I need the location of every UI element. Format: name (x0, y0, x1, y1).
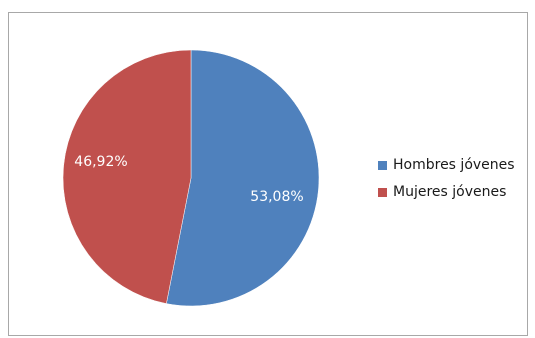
data-label-hombres: 53,08% (250, 189, 303, 205)
legend-item-hombres: Hombres jóvenes (378, 155, 528, 175)
legend-label-hombres: Hombres jóvenes (393, 157, 515, 173)
pie-slice-mujeres (62, 49, 192, 304)
data-label-mujeres: 46,92% (74, 154, 127, 170)
legend: Hombres jóvenes Mujeres jóvenes (378, 155, 528, 209)
legend-item-mujeres: Mujeres jóvenes (378, 182, 528, 202)
legend-swatch-mujeres (378, 187, 387, 197)
legend-label-mujeres: Mujeres jóvenes (393, 184, 507, 200)
pie-slice-hombres (166, 49, 320, 307)
legend-swatch-hombres (378, 160, 387, 170)
